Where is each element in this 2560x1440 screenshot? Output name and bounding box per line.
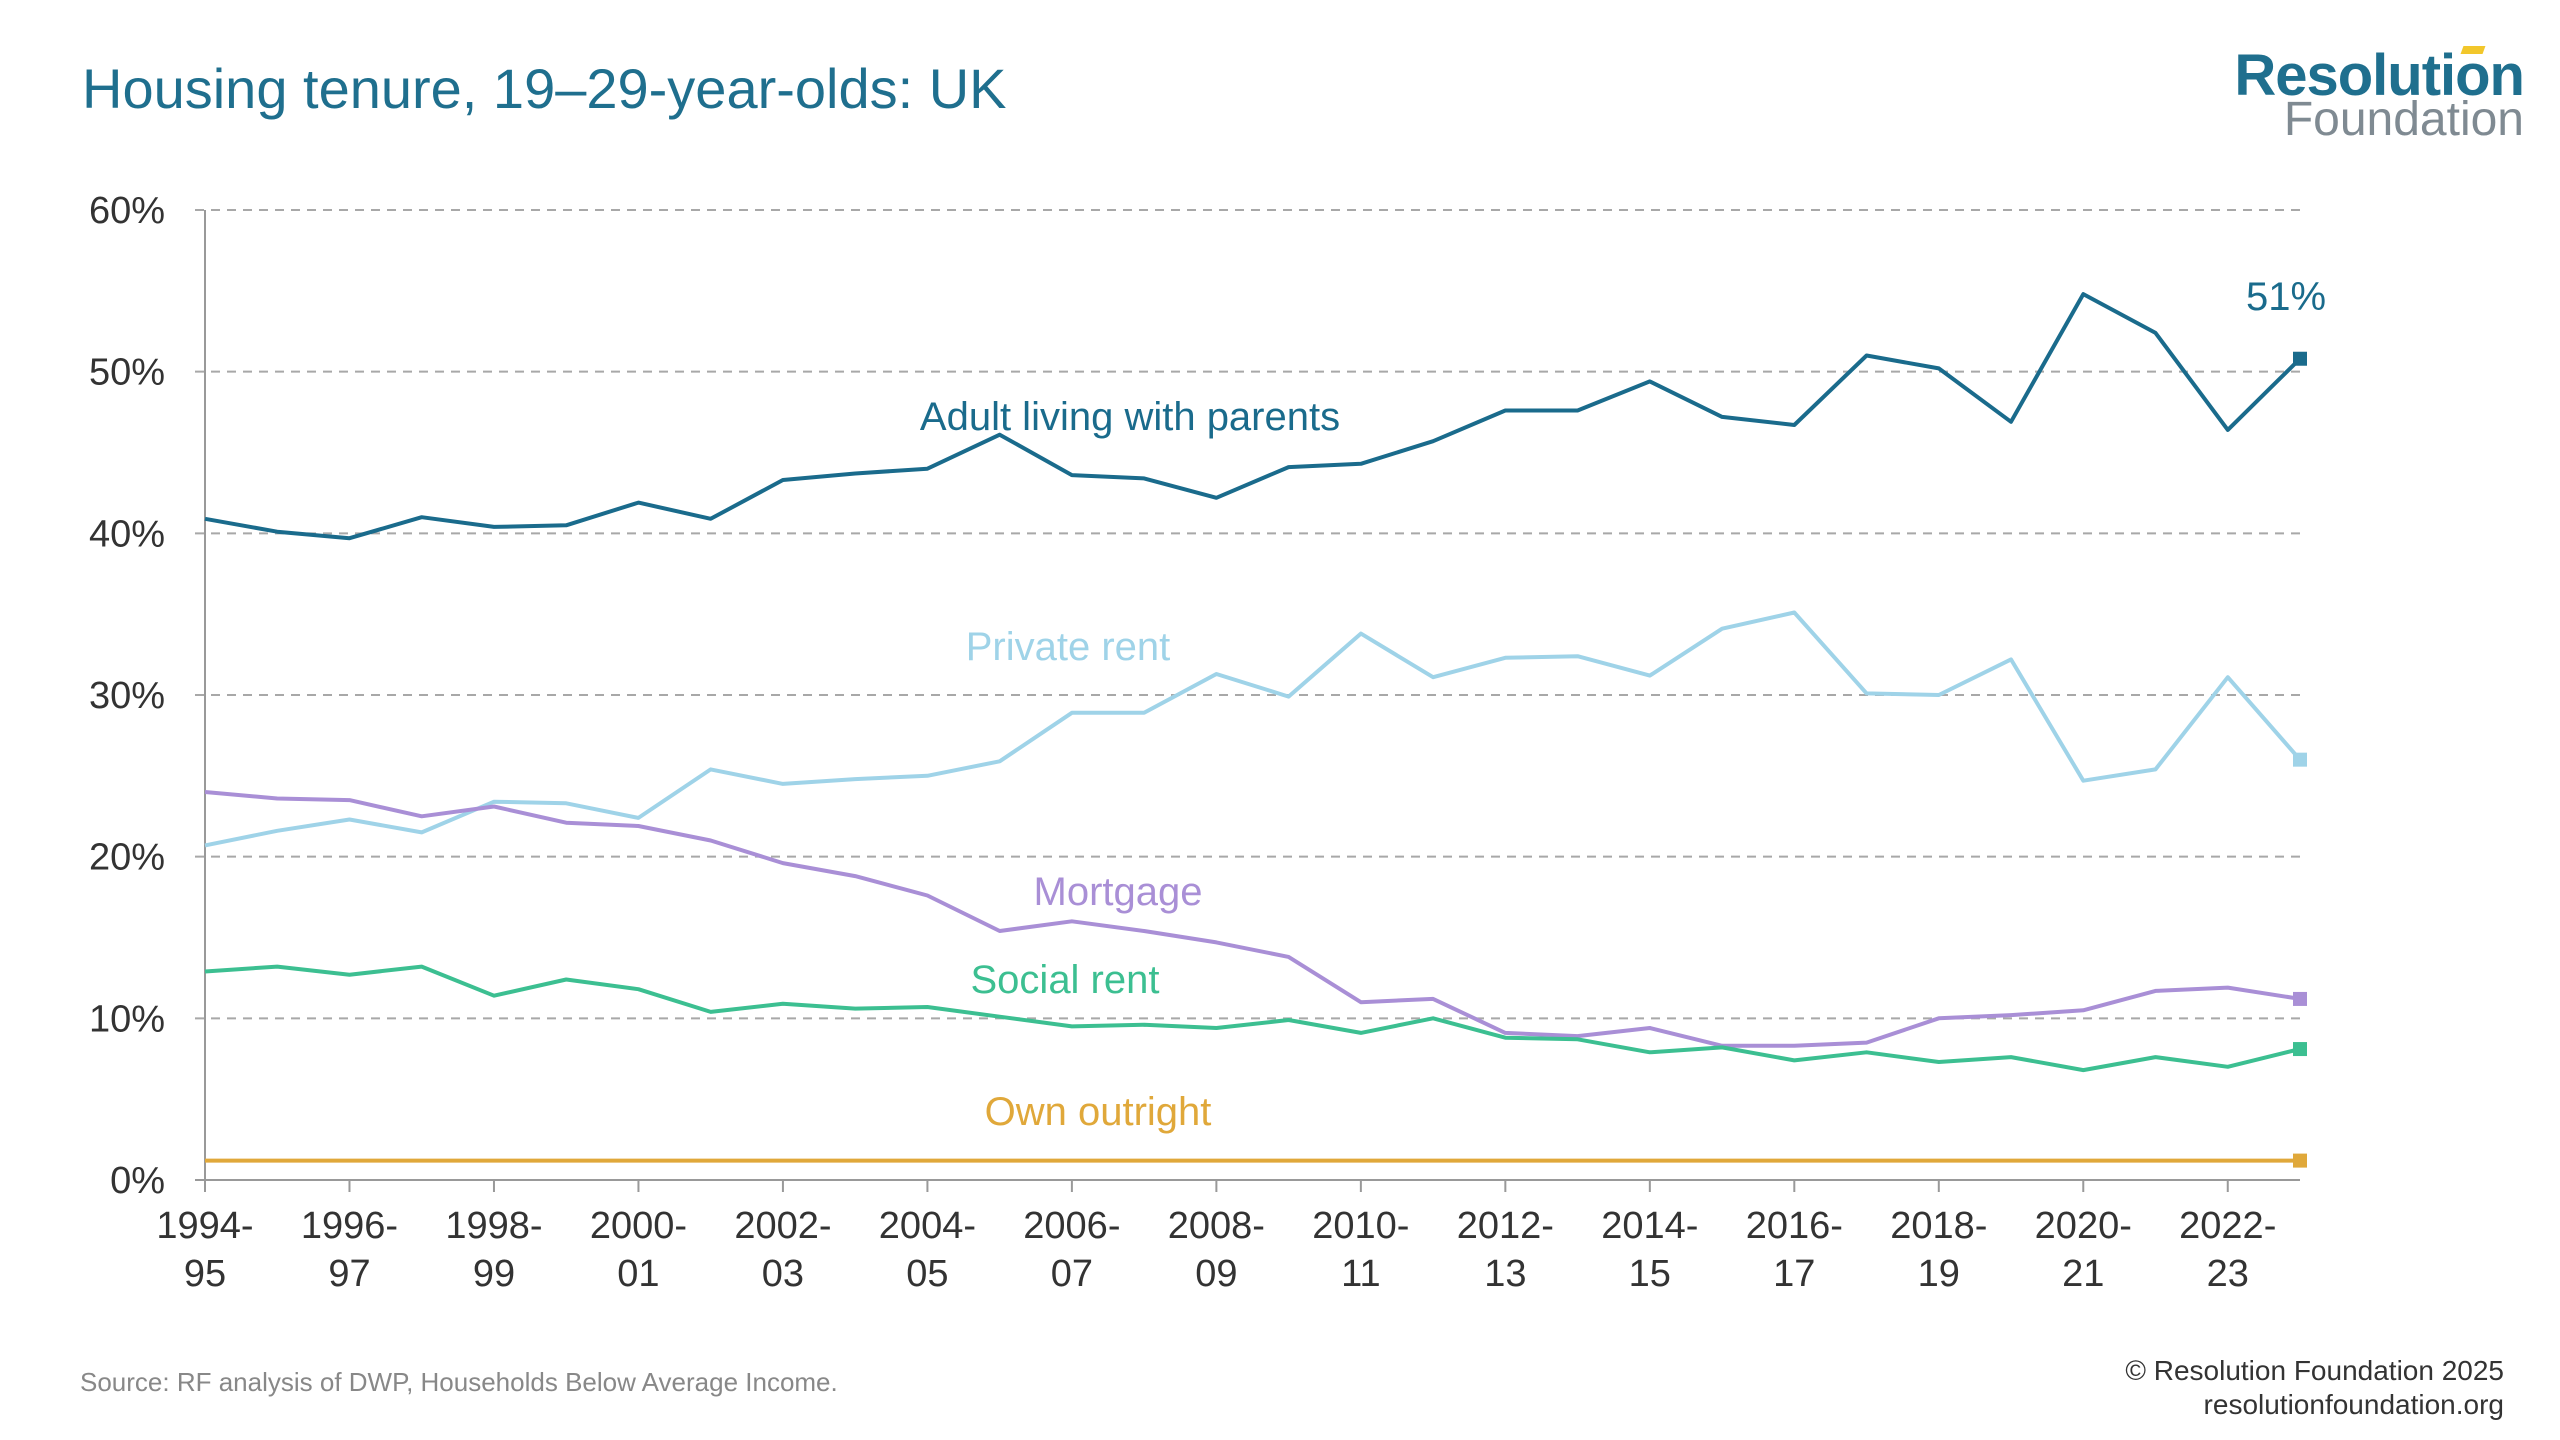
x-tick-label: 2004- — [879, 1205, 976, 1247]
x-tick-label: 03 — [762, 1253, 804, 1295]
x-tick-label: 2000- — [590, 1205, 687, 1247]
series-line — [204, 964, 2301, 1073]
x-tick-label: 2006- — [1023, 1205, 1120, 1247]
gridlines — [195, 209, 2300, 1020]
x-tick-label: 17 — [1773, 1253, 1815, 1295]
x-tick-label: 2016- — [1746, 1205, 1843, 1247]
website-url: resolutionfoundation.org — [2203, 1389, 2504, 1420]
chart-title: Housing tenure, 19–29-year-olds: UK — [82, 57, 1007, 120]
series-end-marker — [2293, 351, 2307, 366]
x-axis-ticks: 1994- 95 1996- 97 1998- 99 2000- 01 2002- 03 2004-… — [156, 1205, 2276, 1295]
x-tick-label: 1998- — [445, 1205, 542, 1247]
axes — [195, 210, 2300, 1192]
x-tick-label: 09 — [1195, 1253, 1237, 1295]
y-tick-label: 30% — [89, 675, 165, 717]
series-end-marker — [2293, 1153, 2307, 1168]
end-value-label: 51% — [2246, 275, 2326, 319]
series-line — [204, 292, 2302, 541]
x-tick-label: 05 — [906, 1253, 948, 1295]
x-tick-label: 11 — [1341, 1253, 1380, 1295]
x-tick-label: 2010- — [1312, 1205, 1409, 1247]
x-tick-label: 2002- — [734, 1205, 831, 1247]
x-tick-label: 21 — [2062, 1253, 2104, 1295]
series-label: Adult living with parents — [920, 395, 1340, 439]
source-note: Source: RF analysis of DWP, Households B… — [80, 1367, 838, 1397]
y-axis-ticks: 0% 10% 20% 30% 40% 50% 60% — [89, 190, 165, 1202]
series-end-marker — [2293, 752, 2307, 767]
x-tick-label: 95 — [184, 1253, 226, 1295]
x-tick-label: 2018- — [1890, 1205, 1987, 1247]
logo-name: Resolution — [2234, 43, 2525, 108]
series-label: Social rent — [971, 958, 1160, 1002]
x-tick-label: 99 — [473, 1253, 515, 1295]
x-tick-label: 2014- — [1601, 1205, 1698, 1247]
x-tick-label: 1996- — [301, 1205, 398, 1247]
x-tick-label: 07 — [1051, 1253, 1093, 1295]
y-tick-label: 60% — [89, 190, 165, 232]
resolution-foundation-logo: Resolution Foundation — [2124, 42, 2525, 152]
series-line — [204, 610, 2302, 848]
x-tick-label: 19 — [1918, 1253, 1960, 1295]
y-tick-label: 50% — [89, 352, 165, 394]
x-tick-label: 2012- — [1457, 1205, 1554, 1247]
series-end-marker — [2293, 991, 2307, 1006]
y-tick-label: 0% — [110, 1160, 165, 1202]
x-tick-label: 2022- — [2179, 1205, 2276, 1247]
series-label: Mortgage — [1034, 870, 1203, 914]
x-tick-label: 15 — [1629, 1253, 1671, 1295]
copyright: © Resolution Foundation 2025 resolutionf… — [2125, 1354, 2504, 1422]
y-tick-label: 20% — [89, 837, 165, 879]
series-labels: Adult living with parents Private rent Mor… — [920, 275, 2326, 1134]
y-tick-label: 40% — [89, 513, 165, 555]
x-tick-label: 13 — [1484, 1253, 1526, 1295]
logo-subtitle: Foundation — [2283, 93, 2524, 146]
x-tick-label: 2020- — [2035, 1205, 2132, 1247]
x-tick-label: 1994- — [156, 1205, 253, 1247]
series-label: Own outright — [985, 1090, 1212, 1134]
series-lines — [204, 292, 2307, 1168]
series-end-marker — [2293, 1042, 2307, 1057]
series-line — [204, 790, 2301, 1048]
x-tick-label: 2008- — [1168, 1205, 1265, 1247]
y-tick-label: 10% — [89, 998, 165, 1040]
x-tick-label: 01 — [617, 1253, 659, 1295]
series-label: Private rent — [966, 625, 1171, 669]
copyright-line: © Resolution Foundation 2025 — [2125, 1355, 2504, 1386]
x-tick-label: 23 — [2207, 1253, 2249, 1295]
x-tick-label: 97 — [328, 1253, 370, 1295]
